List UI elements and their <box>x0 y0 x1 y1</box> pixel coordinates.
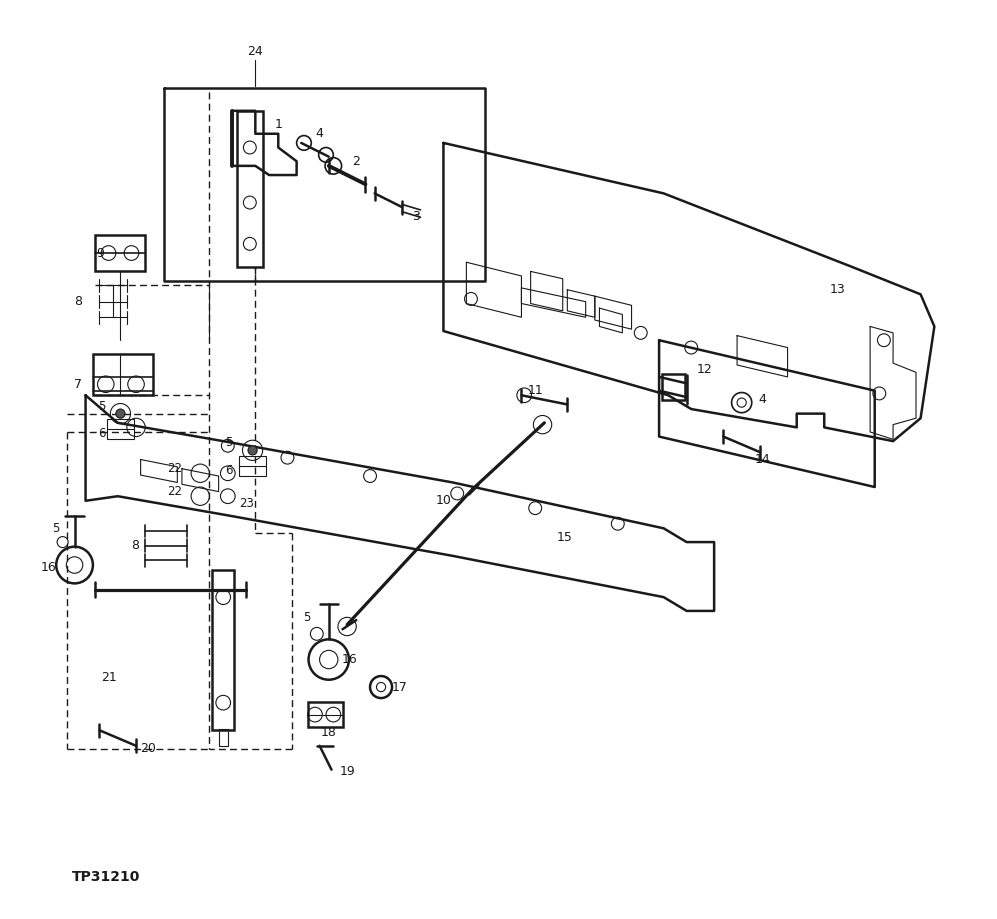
Text: 22: 22 <box>166 462 181 475</box>
Text: 2: 2 <box>352 154 360 168</box>
Text: TP31210: TP31210 <box>72 870 141 884</box>
Text: 17: 17 <box>392 681 408 694</box>
Text: 18: 18 <box>321 725 337 739</box>
Text: 7: 7 <box>74 378 82 391</box>
Text: 6: 6 <box>99 427 106 440</box>
Text: 20: 20 <box>140 742 156 755</box>
Bar <box>107 419 135 439</box>
Text: 24: 24 <box>247 45 263 58</box>
Text: 16: 16 <box>41 562 56 574</box>
Bar <box>308 702 343 728</box>
Text: 11: 11 <box>527 384 543 397</box>
Circle shape <box>116 409 125 418</box>
Text: 6: 6 <box>225 464 232 477</box>
Text: 5: 5 <box>99 400 106 413</box>
Bar <box>212 570 234 731</box>
Text: 4: 4 <box>316 127 323 141</box>
Text: 16: 16 <box>342 653 358 666</box>
Text: 5: 5 <box>303 611 310 624</box>
Text: 8: 8 <box>131 539 139 552</box>
Text: 4: 4 <box>759 393 767 406</box>
Text: 5: 5 <box>53 522 60 535</box>
Text: 22: 22 <box>166 485 181 498</box>
Text: 1: 1 <box>274 118 282 131</box>
Text: 23: 23 <box>238 497 253 510</box>
Bar <box>239 456 266 476</box>
Text: 5: 5 <box>225 437 232 449</box>
Bar <box>95 234 146 271</box>
Bar <box>93 354 153 395</box>
Text: 10: 10 <box>436 494 452 507</box>
Circle shape <box>248 446 257 455</box>
Text: 15: 15 <box>556 531 572 544</box>
Text: 3: 3 <box>412 210 420 222</box>
Text: 12: 12 <box>697 363 713 376</box>
Text: 9: 9 <box>97 246 105 259</box>
Text: 19: 19 <box>339 765 355 778</box>
Bar <box>237 111 262 267</box>
Bar <box>662 374 685 400</box>
Text: 13: 13 <box>831 283 845 296</box>
Text: 14: 14 <box>755 453 771 466</box>
Text: 21: 21 <box>101 672 117 685</box>
Bar <box>218 730 227 746</box>
Text: 8: 8 <box>74 295 82 308</box>
